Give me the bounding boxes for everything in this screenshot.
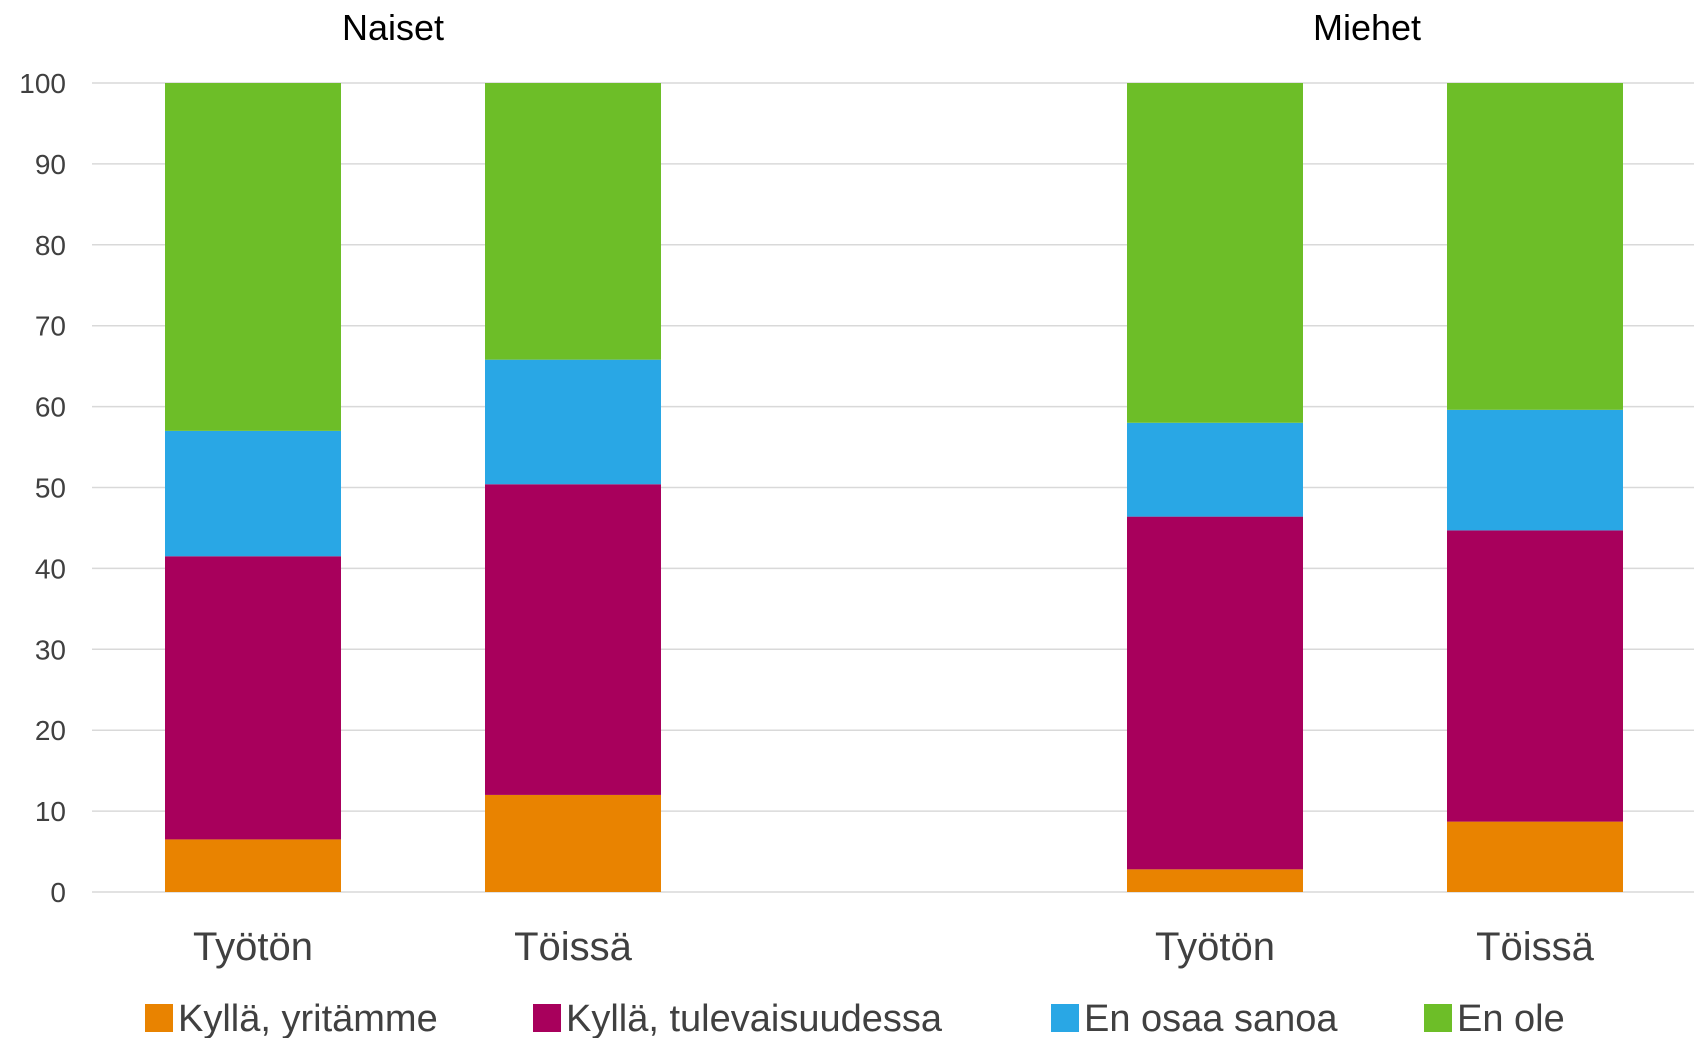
bar-segment <box>165 839 341 892</box>
category-labels: Työtön Töissä Työtön Töissä <box>193 925 1595 969</box>
y-tick-label: 40 <box>35 553 66 584</box>
gridlines <box>92 82 1694 893</box>
y-tick-label: 80 <box>35 230 66 261</box>
y-tick-label: 100 <box>19 68 66 99</box>
bar-segment <box>165 430 341 557</box>
bar-segment <box>485 83 661 360</box>
category-label: Työtön <box>1155 925 1275 969</box>
legend-label: En ole <box>1457 998 1565 1038</box>
bar-segment <box>165 83 341 431</box>
legend-label: Kyllä, tulevaisuudessa <box>566 998 943 1038</box>
group-title: Miehet <box>1313 7 1421 48</box>
y-tick-label: 20 <box>35 715 66 746</box>
legend-swatch <box>145 1004 173 1032</box>
category-label: Työtön <box>193 925 313 969</box>
y-tick-label: 90 <box>35 149 66 180</box>
legend-swatch <box>1424 1004 1452 1032</box>
legend-swatch <box>1051 1004 1079 1032</box>
bar-segment <box>1127 422 1303 517</box>
group-title: Naiset <box>342 7 444 48</box>
y-tick-label: 70 <box>35 311 66 342</box>
y-axis-ticks: 0 10 20 30 40 50 60 70 80 90 100 <box>19 68 66 908</box>
bar-segment <box>165 556 341 840</box>
legend-label: Kyllä, yritämme <box>178 998 438 1038</box>
bar-segment <box>1447 409 1623 531</box>
bar-segment <box>1127 869 1303 892</box>
category-label: Töissä <box>514 925 633 969</box>
legend-label: En osaa sanoa <box>1084 998 1338 1038</box>
bar-segment <box>1447 821 1623 892</box>
legend: Kyllä, yritämme Kyllä, tulevaisuudessa En … <box>145 998 1565 1038</box>
y-tick-label: 10 <box>35 796 66 827</box>
bar-segment <box>1127 83 1303 423</box>
bar-segment <box>1127 516 1303 870</box>
bar-segment <box>485 794 661 892</box>
y-tick-label: 50 <box>35 473 66 504</box>
bar-segment <box>485 359 661 485</box>
y-tick-label: 0 <box>50 877 66 908</box>
bars <box>165 83 1623 892</box>
bar-segment <box>1447 83 1623 410</box>
legend-swatch <box>533 1004 561 1032</box>
bar-segment <box>1447 530 1623 822</box>
bar-segment <box>485 484 661 795</box>
y-tick-label: 30 <box>35 634 66 665</box>
group-titles: Naiset Miehet <box>342 7 1421 48</box>
y-tick-label: 60 <box>35 392 66 423</box>
category-label: Töissä <box>1476 925 1595 969</box>
